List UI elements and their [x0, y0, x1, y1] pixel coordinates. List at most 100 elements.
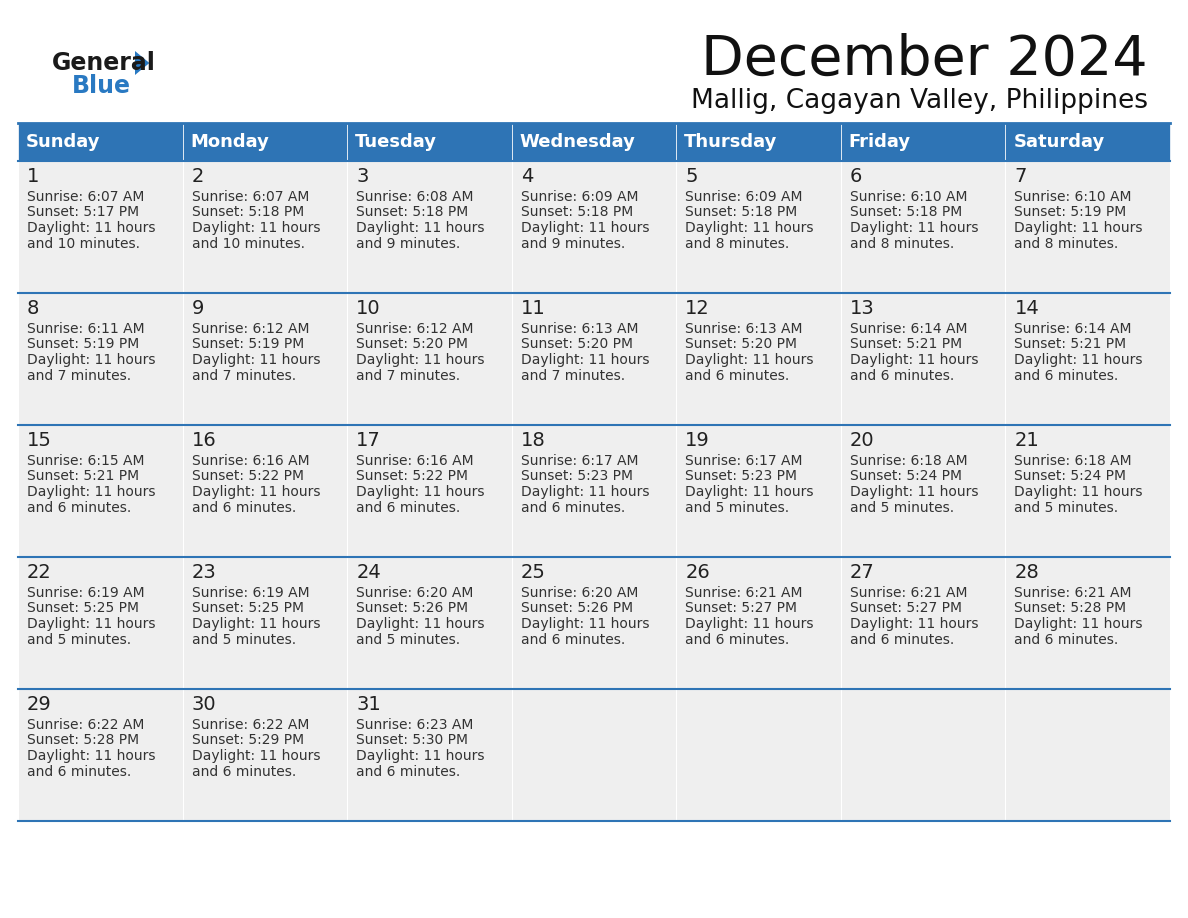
Text: and 7 minutes.: and 7 minutes.: [191, 368, 296, 383]
Text: Daylight: 11 hours: Daylight: 11 hours: [1015, 485, 1143, 499]
Text: Daylight: 11 hours: Daylight: 11 hours: [1015, 353, 1143, 367]
Text: Sunrise: 6:17 AM: Sunrise: 6:17 AM: [520, 454, 638, 468]
Text: Saturday: Saturday: [1013, 133, 1105, 151]
Text: Sunrise: 6:22 AM: Sunrise: 6:22 AM: [191, 718, 309, 732]
Text: Sunset: 5:23 PM: Sunset: 5:23 PM: [520, 469, 633, 484]
Text: Daylight: 11 hours: Daylight: 11 hours: [685, 617, 814, 631]
Text: Sunrise: 6:23 AM: Sunrise: 6:23 AM: [356, 718, 474, 732]
Text: and 6 minutes.: and 6 minutes.: [849, 633, 954, 646]
Text: Friday: Friday: [849, 133, 911, 151]
Text: and 6 minutes.: and 6 minutes.: [27, 765, 131, 778]
Text: 13: 13: [849, 299, 874, 319]
Text: Daylight: 11 hours: Daylight: 11 hours: [356, 353, 485, 367]
Text: 25: 25: [520, 564, 545, 583]
Text: Sunset: 5:21 PM: Sunset: 5:21 PM: [27, 469, 139, 484]
Bar: [676, 425, 841, 557]
Text: Daylight: 11 hours: Daylight: 11 hours: [191, 221, 320, 235]
Text: Sunrise: 6:14 AM: Sunrise: 6:14 AM: [1015, 322, 1132, 336]
Text: Wednesday: Wednesday: [519, 133, 636, 151]
Text: Sunrise: 6:11 AM: Sunrise: 6:11 AM: [27, 322, 145, 336]
Bar: [347, 123, 512, 161]
Bar: [676, 689, 841, 821]
Text: 14: 14: [1015, 299, 1040, 319]
Text: Daylight: 11 hours: Daylight: 11 hours: [685, 353, 814, 367]
Bar: [18, 557, 183, 689]
Text: Daylight: 11 hours: Daylight: 11 hours: [520, 485, 649, 499]
Bar: [512, 689, 676, 821]
Text: 23: 23: [191, 564, 216, 583]
Bar: [512, 161, 676, 293]
Text: Sunrise: 6:12 AM: Sunrise: 6:12 AM: [356, 322, 474, 336]
Bar: [676, 161, 841, 293]
Text: and 5 minutes.: and 5 minutes.: [849, 500, 954, 514]
Text: December 2024: December 2024: [701, 33, 1148, 87]
Text: Sunset: 5:25 PM: Sunset: 5:25 PM: [191, 601, 304, 615]
Text: 12: 12: [685, 299, 710, 319]
Text: 31: 31: [356, 696, 381, 714]
Text: and 6 minutes.: and 6 minutes.: [685, 368, 790, 383]
Text: Sunset: 5:20 PM: Sunset: 5:20 PM: [685, 338, 797, 352]
Text: 8: 8: [27, 299, 39, 319]
Bar: [1005, 557, 1170, 689]
Text: Daylight: 11 hours: Daylight: 11 hours: [520, 353, 649, 367]
Bar: [18, 123, 183, 161]
Bar: [183, 293, 347, 425]
Text: 4: 4: [520, 167, 533, 186]
Text: Daylight: 11 hours: Daylight: 11 hours: [27, 485, 156, 499]
Text: Daylight: 11 hours: Daylight: 11 hours: [849, 617, 979, 631]
Text: 11: 11: [520, 299, 545, 319]
Text: Daylight: 11 hours: Daylight: 11 hours: [191, 617, 320, 631]
Text: Daylight: 11 hours: Daylight: 11 hours: [27, 617, 156, 631]
Text: 6: 6: [849, 167, 862, 186]
Text: Daylight: 11 hours: Daylight: 11 hours: [849, 485, 979, 499]
Text: Daylight: 11 hours: Daylight: 11 hours: [685, 221, 814, 235]
Text: Daylight: 11 hours: Daylight: 11 hours: [27, 353, 156, 367]
Text: and 6 minutes.: and 6 minutes.: [191, 765, 296, 778]
Text: Daylight: 11 hours: Daylight: 11 hours: [356, 221, 485, 235]
Text: Daylight: 11 hours: Daylight: 11 hours: [1015, 617, 1143, 631]
Text: Sunrise: 6:21 AM: Sunrise: 6:21 AM: [1015, 586, 1132, 600]
Text: Sunset: 5:27 PM: Sunset: 5:27 PM: [685, 601, 797, 615]
Text: Sunset: 5:22 PM: Sunset: 5:22 PM: [356, 469, 468, 484]
Text: 29: 29: [27, 696, 52, 714]
Text: Daylight: 11 hours: Daylight: 11 hours: [849, 221, 979, 235]
Text: 2: 2: [191, 167, 204, 186]
Text: 1: 1: [27, 167, 39, 186]
Text: Sunset: 5:26 PM: Sunset: 5:26 PM: [356, 601, 468, 615]
Text: Tuesday: Tuesday: [355, 133, 437, 151]
Bar: [347, 293, 512, 425]
Text: Thursday: Thursday: [684, 133, 778, 151]
Text: and 7 minutes.: and 7 minutes.: [356, 368, 460, 383]
Text: Sunset: 5:19 PM: Sunset: 5:19 PM: [191, 338, 304, 352]
Text: and 5 minutes.: and 5 minutes.: [27, 633, 131, 646]
Text: Daylight: 11 hours: Daylight: 11 hours: [356, 485, 485, 499]
Text: and 6 minutes.: and 6 minutes.: [849, 368, 954, 383]
Bar: [841, 425, 1005, 557]
Text: Mallig, Cagayan Valley, Philippines: Mallig, Cagayan Valley, Philippines: [691, 88, 1148, 114]
Text: Sunrise: 6:10 AM: Sunrise: 6:10 AM: [1015, 190, 1132, 204]
Bar: [347, 425, 512, 557]
Text: 7: 7: [1015, 167, 1026, 186]
Bar: [347, 557, 512, 689]
Text: 9: 9: [191, 299, 204, 319]
Text: Sunset: 5:18 PM: Sunset: 5:18 PM: [191, 206, 304, 219]
Text: Sunset: 5:27 PM: Sunset: 5:27 PM: [849, 601, 962, 615]
Text: and 10 minutes.: and 10 minutes.: [191, 237, 304, 251]
Bar: [18, 689, 183, 821]
Bar: [676, 557, 841, 689]
Text: Daylight: 11 hours: Daylight: 11 hours: [1015, 221, 1143, 235]
Text: 21: 21: [1015, 431, 1040, 451]
Bar: [183, 557, 347, 689]
Bar: [1005, 161, 1170, 293]
Bar: [841, 689, 1005, 821]
Text: and 6 minutes.: and 6 minutes.: [1015, 633, 1119, 646]
Bar: [183, 161, 347, 293]
Text: Sunrise: 6:19 AM: Sunrise: 6:19 AM: [27, 586, 145, 600]
Text: and 5 minutes.: and 5 minutes.: [1015, 500, 1119, 514]
Text: Sunset: 5:24 PM: Sunset: 5:24 PM: [849, 469, 962, 484]
Bar: [18, 293, 183, 425]
Text: Daylight: 11 hours: Daylight: 11 hours: [356, 749, 485, 763]
Bar: [18, 161, 183, 293]
Bar: [1005, 123, 1170, 161]
Text: and 9 minutes.: and 9 minutes.: [356, 237, 461, 251]
